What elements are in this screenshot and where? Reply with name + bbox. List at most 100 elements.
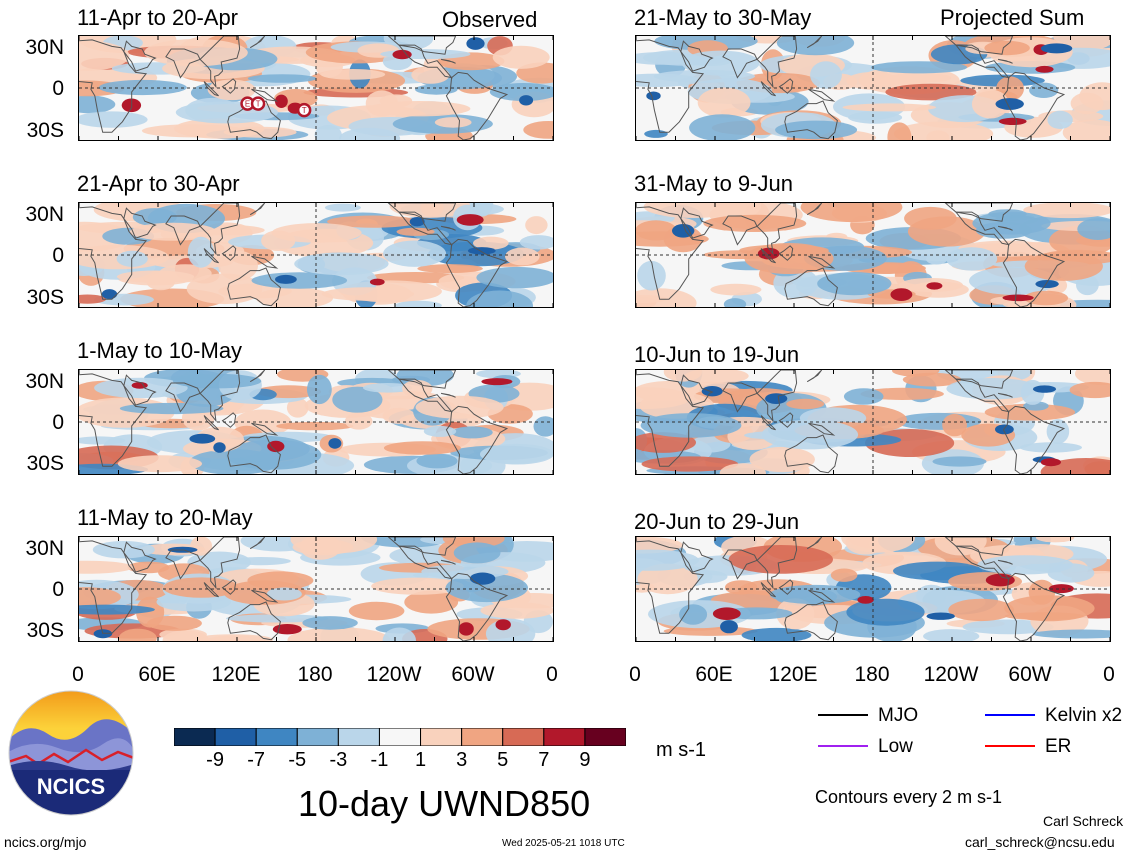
colorbar-tick-label: 7 [538, 749, 550, 771]
wind-anomaly-region [810, 61, 842, 89]
strong-anomaly-core [469, 572, 496, 585]
coastline [944, 203, 1014, 222]
wind-anomaly-region [697, 87, 751, 118]
wind-anomaly-region [416, 453, 458, 469]
coastline [445, 572, 509, 641]
wind-anomaly-region [724, 580, 758, 595]
y-tick-30s: 30S [26, 119, 64, 142]
wind-anomaly-region [653, 69, 755, 83]
y-tick-0: 0 [52, 77, 64, 100]
wind-anomaly-region [480, 443, 553, 465]
coastline [221, 579, 237, 595]
colorbar-swatch [420, 727, 463, 747]
coastline [1002, 572, 1066, 641]
wind-anomaly-region [344, 412, 373, 430]
wind-anomaly-region [710, 283, 762, 296]
wind-anomaly-region [195, 426, 244, 452]
wind-anomaly-region [640, 413, 742, 438]
wind-anomaly-region [187, 236, 214, 268]
coastline [227, 601, 281, 641]
wind-anomaly-region [1076, 274, 1099, 296]
wind-anomaly-region [362, 383, 413, 393]
legend-line-low [818, 745, 868, 747]
coastline [778, 78, 794, 94]
coastline [784, 434, 838, 474]
wind-anomaly-region [223, 126, 297, 138]
coastline [756, 36, 798, 89]
wind-anomaly-region [118, 628, 157, 641]
coastline [997, 559, 1013, 565]
coastline [722, 382, 758, 413]
wind-anomaly-region [79, 587, 121, 608]
wind-anomaly-region [117, 270, 195, 283]
wind-anomaly-region [286, 397, 309, 418]
panel-title-proj-1: 21-May to 30-May [634, 5, 812, 30]
coastline [251, 589, 279, 603]
wind-anomaly-region [984, 403, 1076, 421]
wind-anomaly-region [434, 117, 472, 128]
coastline [123, 374, 157, 406]
wind-anomaly-region [307, 374, 332, 405]
strong-anomaly-core [926, 612, 955, 620]
strong-anomaly-core [101, 289, 118, 300]
colorbar-swatch [584, 727, 627, 747]
x-tick-60w: 60W [451, 663, 495, 686]
footer-author: Carl Schreck [1043, 813, 1124, 829]
coastline [123, 40, 157, 72]
wind-anomaly-region [271, 223, 362, 243]
strong-anomaly-core [466, 37, 485, 50]
wind-anomaly-region [266, 587, 302, 601]
coastline [636, 206, 705, 300]
coastline [636, 373, 705, 467]
wind-anomaly-region [396, 227, 435, 236]
coastline [79, 540, 148, 634]
observed-map-panel-3 [78, 369, 554, 475]
wind-anomaly-region [505, 247, 540, 266]
strong-anomaly-core [131, 382, 148, 389]
wind-anomaly-region [761, 419, 859, 450]
wind-anomaly-region [225, 439, 322, 470]
main-title: 10-day UWND850 [298, 783, 591, 824]
wind-anomaly-region [1023, 203, 1110, 219]
legend-label-mjo: MJO [878, 705, 919, 726]
coastline [722, 215, 758, 246]
wind-anomaly-region [870, 61, 968, 74]
strong-anomaly-core [998, 117, 1027, 125]
wind-anomaly-region [926, 130, 950, 140]
legend-label-kelvin: Kelvin x2 [1045, 705, 1123, 726]
coastline [227, 267, 281, 307]
legend-label-er: ER [1045, 736, 1072, 757]
strong-anomaly-core [720, 620, 738, 634]
panel-title-obs-3: 1-May to 10-May [77, 338, 243, 363]
colorbar-swatch [296, 727, 339, 747]
y-tick-30n: 30N [25, 36, 64, 59]
coastline [251, 255, 279, 269]
colorbar-swatch [543, 727, 586, 747]
projected-map-panel-3 [635, 369, 1111, 475]
coastline [760, 81, 776, 97]
coastline [806, 203, 823, 216]
coastline [1002, 71, 1066, 140]
wind-anomaly-region [383, 240, 447, 267]
coastline [760, 582, 776, 598]
wind-anomaly-region [79, 95, 116, 114]
coastline [784, 100, 838, 140]
y-tick-0: 0 [52, 578, 64, 601]
wind-anomaly-region [136, 596, 165, 628]
wind-anomaly-region [79, 436, 126, 445]
coastline [123, 541, 157, 573]
x-tick-60e: 60E [695, 663, 733, 686]
coastline [1002, 238, 1066, 307]
coastline [440, 58, 456, 64]
wind-anomaly-region [643, 203, 743, 218]
coastline [203, 415, 219, 431]
wind-anomaly-region [79, 294, 107, 304]
svg-text:T: T [256, 100, 261, 109]
coastline [123, 207, 157, 239]
coastline [249, 203, 266, 216]
coastline [199, 537, 241, 590]
wind-anomaly-region [800, 203, 903, 222]
panel-title-proj-3: 10-Jun to 19-Jun [634, 342, 800, 367]
svg-text:E: E [245, 100, 250, 109]
strong-anomaly-core [712, 607, 741, 620]
